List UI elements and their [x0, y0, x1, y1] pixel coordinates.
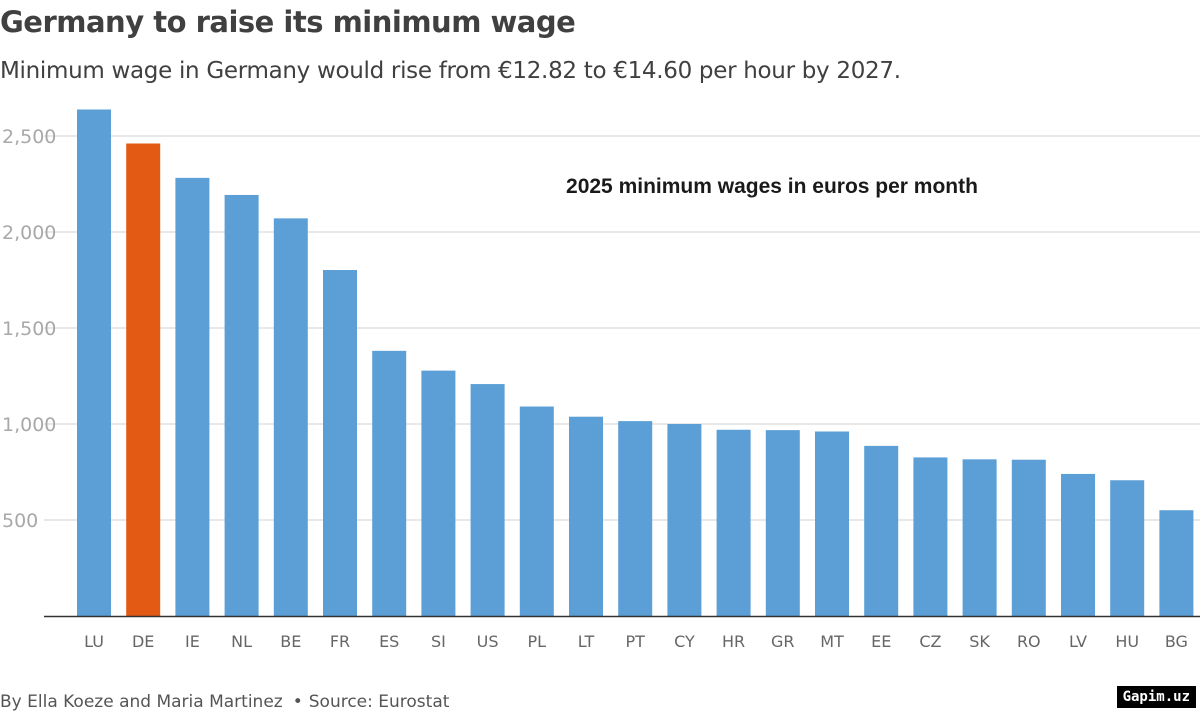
bar-de [126, 143, 161, 616]
x-tick-label: CY [674, 632, 695, 651]
x-tick-label: SI [431, 632, 446, 651]
x-axis-labels: LU DE IE NL BE FR ES SI US PL LT PT CY HR GR MT EE CZ SK RO… [84, 632, 1188, 651]
bar-es [372, 350, 407, 616]
bar-us [470, 384, 505, 616]
bar-hu [1110, 480, 1145, 616]
bar-cy [667, 424, 702, 616]
bar-bg [1159, 510, 1194, 616]
x-tick-label: NL [231, 632, 252, 651]
bar-mt [815, 431, 849, 616]
bar-cz [913, 457, 948, 616]
byline-separator: • [292, 692, 303, 712]
byline-source: Source: Eurostat [308, 692, 450, 712]
x-tick-label: DE [132, 632, 154, 651]
x-tick-label: LV [1069, 632, 1087, 651]
chart-subtitle: Minimum wage in Germany would rise from … [0, 58, 901, 84]
y-tick-label: 2,500 [2, 126, 56, 148]
bar-si [421, 370, 456, 616]
bar-nl [224, 194, 259, 616]
bar-fr [323, 270, 357, 616]
x-tick-label: RO [1017, 632, 1041, 651]
bar-gr [765, 430, 800, 616]
bar-pt [618, 421, 653, 616]
x-tick-label: IE [185, 632, 200, 651]
x-tick-label: HU [1115, 632, 1139, 651]
byline: By Ella Koeze and Maria Martinez • Source:… [0, 692, 449, 712]
y-tick-label: 2,000 [2, 222, 56, 244]
bar-pl [519, 406, 554, 616]
y-tick-label: 1,000 [2, 414, 56, 436]
x-tick-label: SK [969, 632, 990, 651]
watermark-badge: Gapim.uz [1116, 686, 1196, 708]
y-tick-label: 1,500 [2, 318, 56, 340]
bar-lu [77, 109, 111, 616]
x-tick-label: PT [625, 632, 645, 651]
x-tick-label: LU [84, 632, 104, 651]
chart-annotation: 2025 minimum wages in euros per month [566, 175, 978, 198]
x-tick-label: FR [330, 632, 350, 651]
x-tick-label: GR [771, 632, 795, 651]
bars [77, 109, 1194, 617]
y-tick-label: 500 [2, 510, 38, 532]
bar-be [273, 218, 308, 617]
x-tick-label: ES [379, 632, 399, 651]
bar-ee [864, 445, 899, 616]
x-tick-label: CZ [919, 632, 941, 651]
x-tick-label: BE [280, 632, 301, 651]
bar-chart: 500 1,000 1,500 2,000 2,500 LU DE IE NL BE FR ES SI… [2, 109, 1200, 651]
x-tick-label: BG [1165, 632, 1188, 651]
bar-lv [1061, 473, 1095, 616]
bar-sk [962, 459, 997, 616]
bar-ro [1011, 459, 1046, 616]
x-tick-label: US [477, 632, 499, 651]
byline-authors: By Ella Koeze and Maria Martinez [0, 692, 283, 712]
chart-title: Germany to raise its minimum wage [0, 5, 576, 39]
x-tick-label: LT [578, 632, 595, 651]
x-tick-label: HR [722, 632, 745, 651]
bar-lt [569, 416, 603, 616]
bar-ie [175, 177, 210, 616]
bar-hr [716, 429, 751, 616]
x-tick-label: MT [820, 632, 844, 651]
x-tick-label: EE [871, 632, 891, 651]
y-axis-ticks: 500 1,000 1,500 2,000 2,500 [2, 126, 56, 532]
x-tick-label: PL [528, 632, 547, 651]
